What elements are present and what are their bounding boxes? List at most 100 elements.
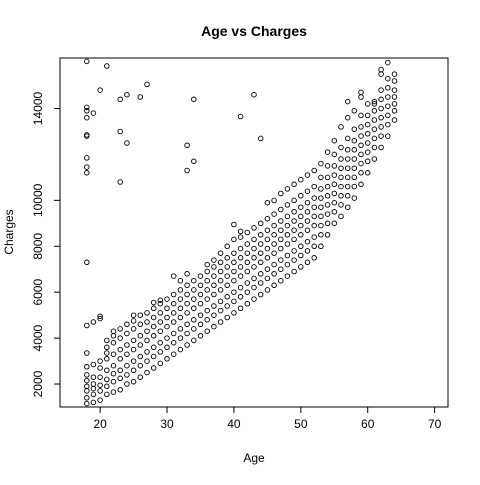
data-point — [231, 298, 237, 305]
data-point — [211, 264, 217, 270]
data-point — [117, 375, 123, 382]
data-point — [84, 383, 90, 390]
data-point — [231, 221, 237, 228]
data-point — [264, 287, 271, 293]
data-point — [150, 344, 157, 351]
x-tick-label: 60 — [361, 417, 375, 431]
data-point — [358, 160, 364, 167]
data-point — [371, 126, 378, 132]
data-point — [311, 183, 317, 190]
data-point — [358, 170, 364, 176]
data-point — [271, 261, 277, 268]
data-point — [331, 220, 338, 227]
data-point — [84, 400, 90, 407]
data-point — [117, 326, 123, 332]
data-point — [217, 287, 224, 293]
data-point — [197, 333, 204, 339]
data-point — [351, 195, 358, 201]
data-point — [364, 101, 371, 107]
data-point — [237, 234, 244, 240]
data-point — [284, 186, 291, 192]
data-point — [84, 350, 90, 356]
data-point — [124, 330, 130, 337]
data-point — [144, 319, 150, 325]
y-tick-label: 4000 — [31, 324, 45, 351]
data-point — [291, 197, 297, 204]
data-point — [90, 319, 97, 325]
data-point — [211, 323, 217, 330]
data-point — [117, 346, 123, 353]
data-point — [150, 353, 157, 360]
data-point — [257, 271, 264, 277]
data-point — [211, 273, 217, 279]
data-point — [385, 103, 391, 109]
data-point — [84, 377, 90, 384]
data-point — [211, 282, 217, 289]
data-point — [137, 374, 144, 380]
data-point — [231, 310, 237, 316]
data-point — [217, 259, 224, 266]
data-point — [311, 255, 317, 261]
data-point — [217, 298, 224, 305]
data-point — [157, 349, 164, 355]
data-point — [298, 193, 304, 199]
data-point — [84, 132, 90, 138]
data-point — [318, 174, 324, 181]
data-point — [324, 174, 331, 181]
data-point — [97, 315, 103, 322]
data-point — [117, 387, 123, 393]
data-point — [217, 250, 224, 256]
data-point — [318, 195, 324, 201]
data-point — [298, 252, 304, 259]
data-point — [244, 300, 251, 307]
data-point — [338, 144, 344, 151]
data-point — [391, 101, 398, 107]
data-point — [191, 296, 197, 302]
data-point — [90, 374, 97, 380]
data-point — [298, 176, 304, 183]
data-point — [271, 222, 277, 229]
data-point — [184, 300, 190, 307]
data-point — [110, 370, 117, 377]
data-point — [284, 222, 291, 229]
data-point — [338, 183, 344, 190]
points-layer — [84, 58, 398, 407]
data-point — [90, 391, 97, 398]
data-point — [110, 339, 117, 346]
data-point — [150, 333, 157, 339]
data-point — [284, 232, 291, 238]
data-point — [304, 259, 311, 266]
data-point — [318, 213, 324, 220]
data-point — [204, 307, 210, 314]
data-point — [344, 98, 351, 105]
data-point — [331, 190, 338, 197]
data-point — [264, 275, 271, 282]
data-point — [110, 378, 117, 385]
data-point — [311, 167, 317, 174]
data-point — [177, 346, 184, 353]
data-point — [204, 287, 210, 293]
data-point — [231, 250, 237, 256]
data-point — [378, 96, 384, 103]
data-point — [157, 300, 164, 307]
data-point — [284, 213, 291, 220]
data-point — [324, 211, 331, 217]
data-point — [224, 314, 230, 321]
data-point — [351, 183, 358, 190]
data-point — [304, 238, 311, 245]
data-point — [144, 349, 150, 355]
data-point — [291, 248, 297, 254]
data-point — [324, 149, 331, 155]
data-point — [318, 222, 324, 229]
data-point — [278, 218, 284, 224]
data-point — [344, 183, 351, 190]
data-point — [344, 204, 351, 210]
x-tick-label: 40 — [227, 417, 241, 431]
data-point — [124, 351, 130, 357]
data-point — [130, 337, 137, 344]
data-point — [304, 188, 311, 194]
data-point — [191, 326, 197, 332]
data-point — [224, 243, 230, 250]
data-point — [237, 264, 244, 270]
data-point — [224, 264, 230, 270]
